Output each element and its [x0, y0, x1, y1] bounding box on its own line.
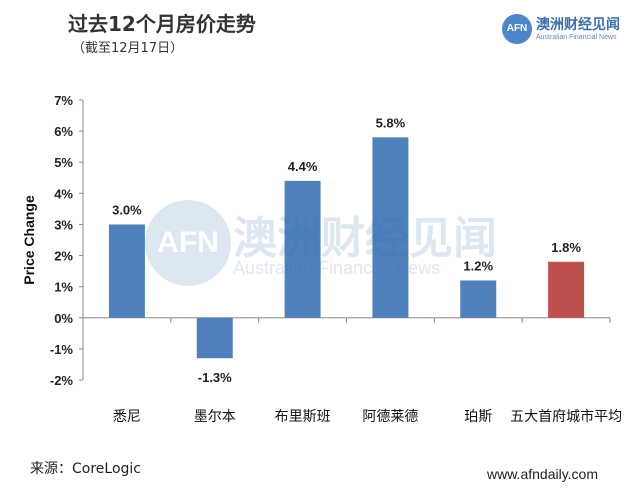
y-tick-label: 7% [54, 93, 73, 108]
x-tick-label: 珀斯 [464, 409, 492, 425]
bar [284, 180, 321, 318]
y-tick-label: 0% [54, 311, 73, 326]
y-tick-label: 6% [54, 124, 73, 139]
bar [108, 224, 145, 318]
logo-name-cn: 澳洲财经见闻 [536, 17, 620, 33]
y-tick-label: 3% [54, 217, 73, 232]
data-label: 1.8% [551, 240, 581, 255]
logo-name-en: Australian Financial News [536, 34, 617, 41]
data-label: -1.3% [198, 370, 232, 385]
bar [196, 317, 233, 359]
data-label: 3.0% [112, 202, 142, 217]
y-tick-label: 4% [54, 186, 73, 201]
y-tick-label: 2% [54, 249, 73, 264]
data-label: 1.2% [463, 258, 493, 273]
y-tick-label: 1% [54, 280, 73, 295]
y-tick-label: -2% [50, 373, 74, 388]
data-label: 4.4% [288, 159, 318, 174]
bar [372, 137, 409, 318]
x-tick-label: 墨尔本 [194, 409, 236, 425]
y-tick-label: 5% [54, 155, 73, 170]
bar [548, 261, 585, 318]
y-tick-label: -1% [50, 342, 74, 357]
data-label: 5.8% [376, 115, 406, 130]
source-note: 来源：CoreLogic [30, 461, 141, 477]
x-tick-label: 五大首府城市平均 [510, 408, 622, 425]
y-axis-title: Price Change [21, 195, 37, 285]
x-tick-label: 布里斯班 [275, 409, 331, 425]
x-tick-label: 阿德莱德 [362, 409, 418, 425]
chart-subtitle: （截至12月17日） [72, 41, 184, 56]
afn-logo: AFN 澳洲财经见闻 Australian Financial News [502, 14, 627, 48]
website-url: www.afndaily.com [487, 466, 599, 482]
chart-title: 过去12个月房价走势 [68, 12, 256, 36]
x-tick-label: 悉尼 [113, 409, 141, 425]
afn-logo-icon: AFN [502, 14, 532, 44]
bar [460, 280, 497, 318]
